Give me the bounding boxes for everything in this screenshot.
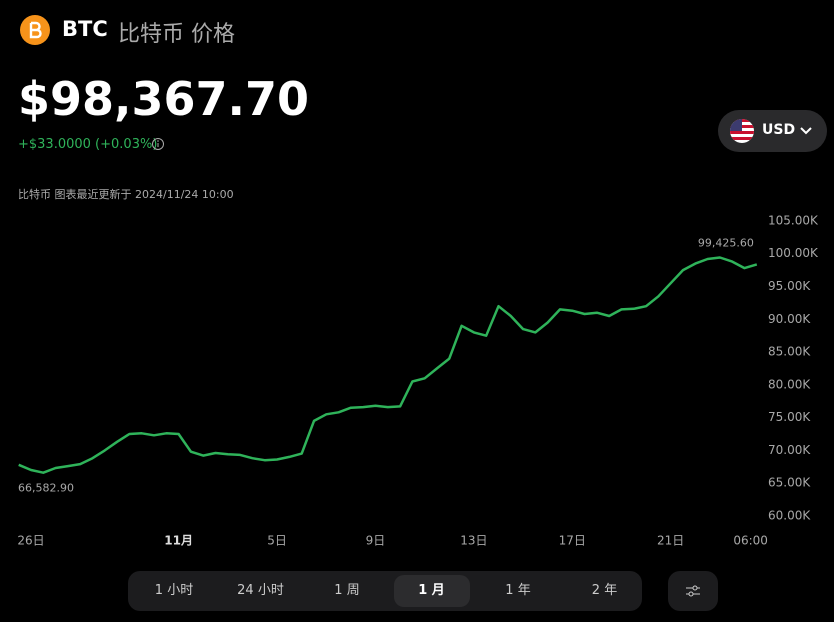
settings-icon — [686, 585, 700, 597]
tab-bar — [128, 571, 642, 611]
price-line — [18, 256, 758, 474]
annotation: 66,582.90 — [18, 482, 74, 495]
range-tab[interactable]: 1 小时 — [154, 583, 194, 598]
settings-button[interactable] — [668, 571, 718, 611]
x-tick-label: 11月 — [164, 534, 193, 548]
y-tick-label: 90.00K — [768, 312, 811, 326]
y-tick-label: 100.00K — [768, 246, 819, 260]
x-tick-label: 06:00 — [733, 534, 768, 548]
info-icon[interactable] — [151, 137, 165, 151]
annotation: 99,425.60 — [698, 236, 754, 249]
y-tick-label: 105.00K — [768, 213, 819, 227]
price-change: +$33.0000 (+0.03%) — [18, 137, 158, 152]
y-tick-label: 60.00K — [768, 508, 811, 522]
y-tick-label: 75.00K — [768, 410, 811, 424]
y-tick-label: 70.00K — [768, 443, 811, 457]
us-flag — [730, 119, 754, 143]
range-tab[interactable]: 1 年 — [505, 583, 531, 598]
x-tick-label: 13日 — [460, 534, 487, 548]
title: 比特币 价格 — [118, 22, 235, 47]
x-tick-label: 26日 — [17, 534, 44, 548]
x-tick-label: 5日 — [267, 534, 287, 548]
y-tick-label: 95.00K — [768, 279, 811, 293]
price: $98,367.70 — [18, 72, 310, 126]
x-tick-label: 21日 — [657, 534, 684, 548]
y-tick-label: 65.00K — [768, 476, 811, 490]
btc-icon — [20, 15, 50, 45]
currency-label: USD — [762, 122, 796, 138]
range-tab[interactable]: 2 年 — [591, 583, 618, 598]
currency-selector[interactable]: USD — [718, 110, 827, 152]
x-tick-label: 17日 — [559, 534, 586, 548]
symbol: BTC — [62, 17, 108, 41]
range-tab[interactable]: 24 小时 — [237, 583, 284, 598]
y-tick-label: 80.00K — [768, 377, 811, 391]
update-note: 比特币 图表最近更新于 2024/11/24 10:00 — [18, 188, 234, 201]
x-tick-label: 9日 — [366, 534, 386, 548]
range-tab[interactable]: 1 周 — [334, 583, 360, 598]
price-chart: 60.00K 65.00K 70.00K 75.00K 80.00K 85.00K 90.0… — [17, 213, 819, 548]
chevron — [800, 127, 812, 135]
y-tick-label: 85.00K — [768, 345, 811, 359]
range-tab[interactable]: 1 月 — [393, 575, 470, 607]
